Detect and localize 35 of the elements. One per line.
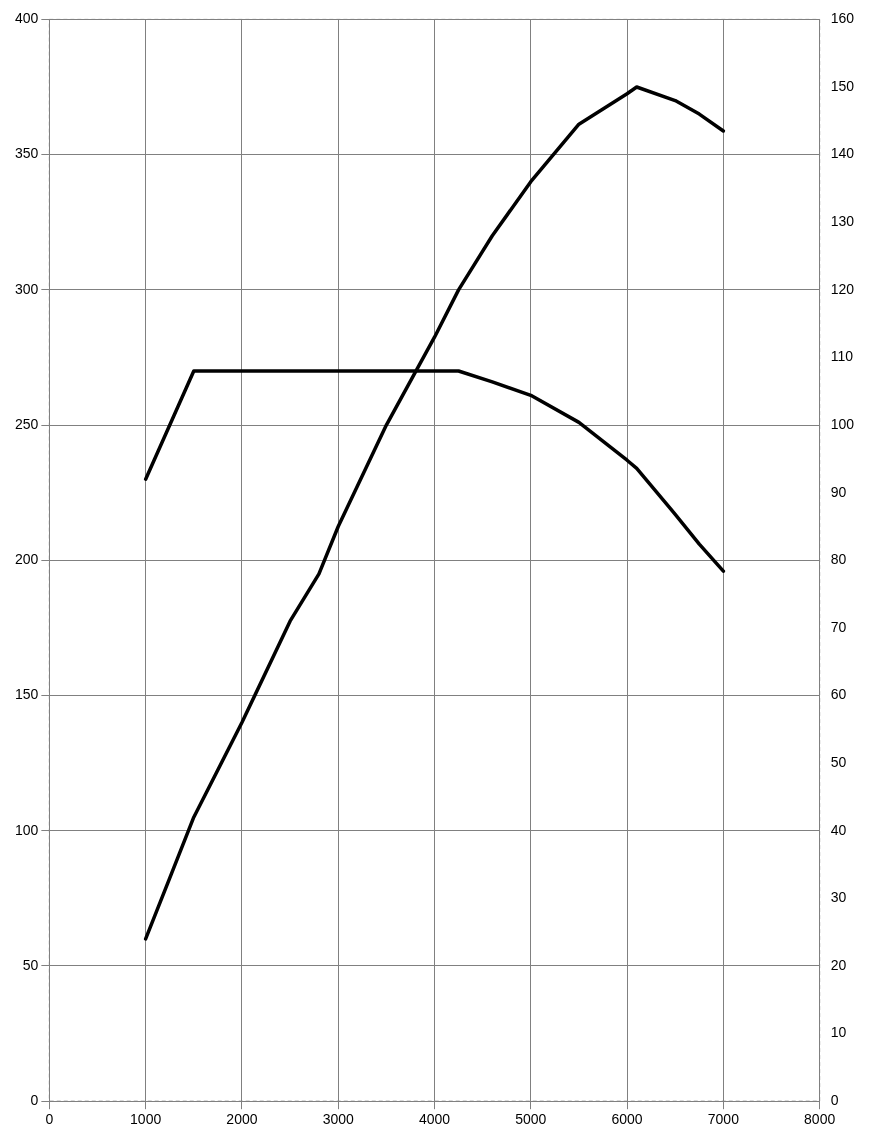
y2-tick-label: 140 <box>830 145 855 162</box>
y2-tick-label: 0 <box>830 1092 839 1109</box>
x-tick-label: 0 <box>45 1111 54 1128</box>
y-tick-label: 250 <box>15 415 39 432</box>
y-tick-label: 100 <box>15 821 39 838</box>
y2-tick-label: 90 <box>830 483 847 500</box>
y2-tick-label: 20 <box>830 956 847 973</box>
y-tick-label: 350 <box>15 145 39 162</box>
y-tick-label: 400 <box>15 10 39 27</box>
y-tick-label: 0 <box>30 1092 39 1109</box>
y2-tick-label: 160 <box>830 10 855 27</box>
y-tick-label: 300 <box>15 280 39 297</box>
y2-tick-label: 50 <box>830 754 847 770</box>
x-tick-label: 7000 <box>707 1111 740 1128</box>
x-tick-label: 3000 <box>322 1111 354 1128</box>
y2-tick-label: 80 <box>830 551 847 568</box>
y-tick-label: 50 <box>22 956 39 973</box>
y-tick-label: 150 <box>15 686 39 703</box>
y-tick-label: 200 <box>15 551 39 568</box>
y2-tick-label: 70 <box>830 618 847 635</box>
y2-tick-label: 60 <box>830 686 847 703</box>
x-tick-label: 8000 <box>804 1111 836 1128</box>
y2-tick-label: 150 <box>830 77 855 94</box>
y2-tick-label: 10 <box>830 1024 847 1041</box>
y2-tick-label: 130 <box>830 213 855 230</box>
y2-tick-label: 120 <box>830 280 855 297</box>
y2-tick-label: 100 <box>830 415 855 432</box>
x-tick-label: 4000 <box>418 1111 451 1128</box>
x-tick-label: 5000 <box>515 1111 547 1128</box>
x-tick-label: 2000 <box>226 1111 258 1128</box>
y2-tick-label: 110 <box>830 348 854 365</box>
y2-tick-label: 30 <box>830 889 847 906</box>
x-tick-label: 1000 <box>130 1111 162 1128</box>
x-tick-label: 6000 <box>611 1111 643 1128</box>
y2-tick-label: 40 <box>830 821 847 838</box>
